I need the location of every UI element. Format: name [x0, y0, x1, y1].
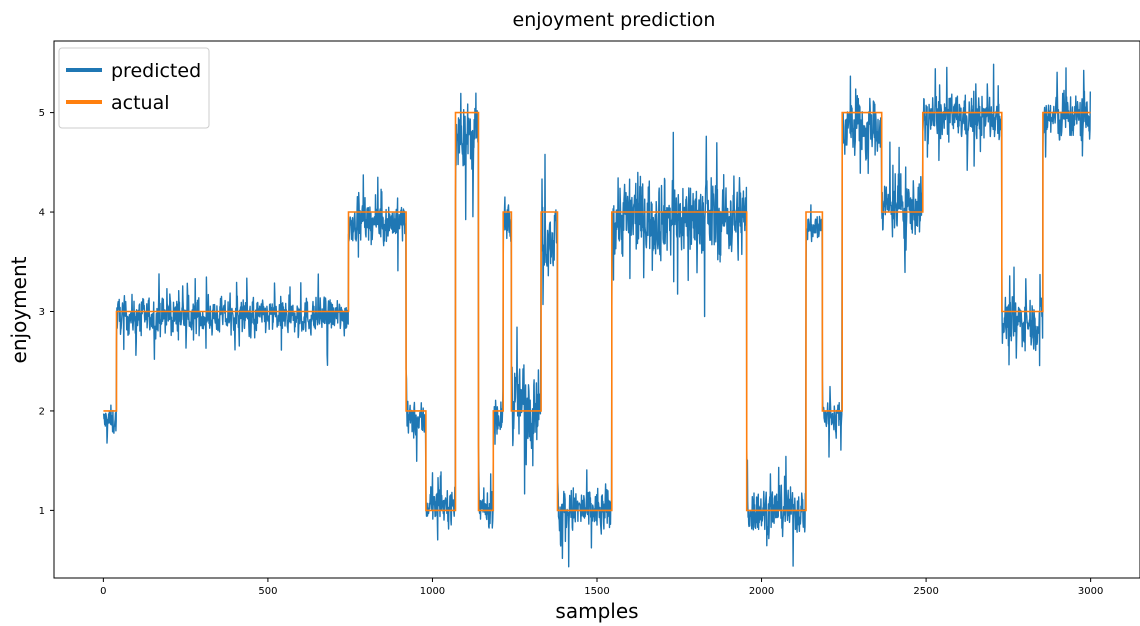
- y-axis-label: enjoyment: [7, 256, 31, 363]
- y-tick-label: 5: [39, 108, 45, 119]
- x-tick-label: 0: [100, 586, 106, 597]
- y-tick-label: 3: [39, 307, 45, 318]
- series-line-predicted: [102, 63, 1092, 568]
- x-tick-label: 2000: [749, 586, 774, 597]
- y-tick-label: 4: [39, 208, 45, 219]
- x-tick-label: 500: [258, 586, 277, 597]
- legend-label-predicted: predicted: [111, 60, 201, 82]
- x-tick-label: 1500: [584, 586, 609, 597]
- legend-label-actual: actual: [111, 92, 170, 114]
- series-line-actual: [103, 111, 1091, 512]
- legend: predicted actual: [58, 47, 210, 129]
- y-tick-label: 1: [39, 506, 45, 517]
- x-axis-label: samples: [555, 599, 638, 623]
- plot-area: [102, 63, 1092, 568]
- x-tick-label: 2500: [913, 586, 938, 597]
- y-tick-label: 2: [39, 406, 45, 417]
- x-tick-label: 3000: [1078, 586, 1103, 597]
- axis-ticks: 0 500 1000 1500 2000 2500 3000 1 2 3 4 5: [39, 108, 1104, 597]
- chart-title: enjoyment prediction: [513, 9, 716, 31]
- x-tick-label: 1000: [420, 586, 445, 597]
